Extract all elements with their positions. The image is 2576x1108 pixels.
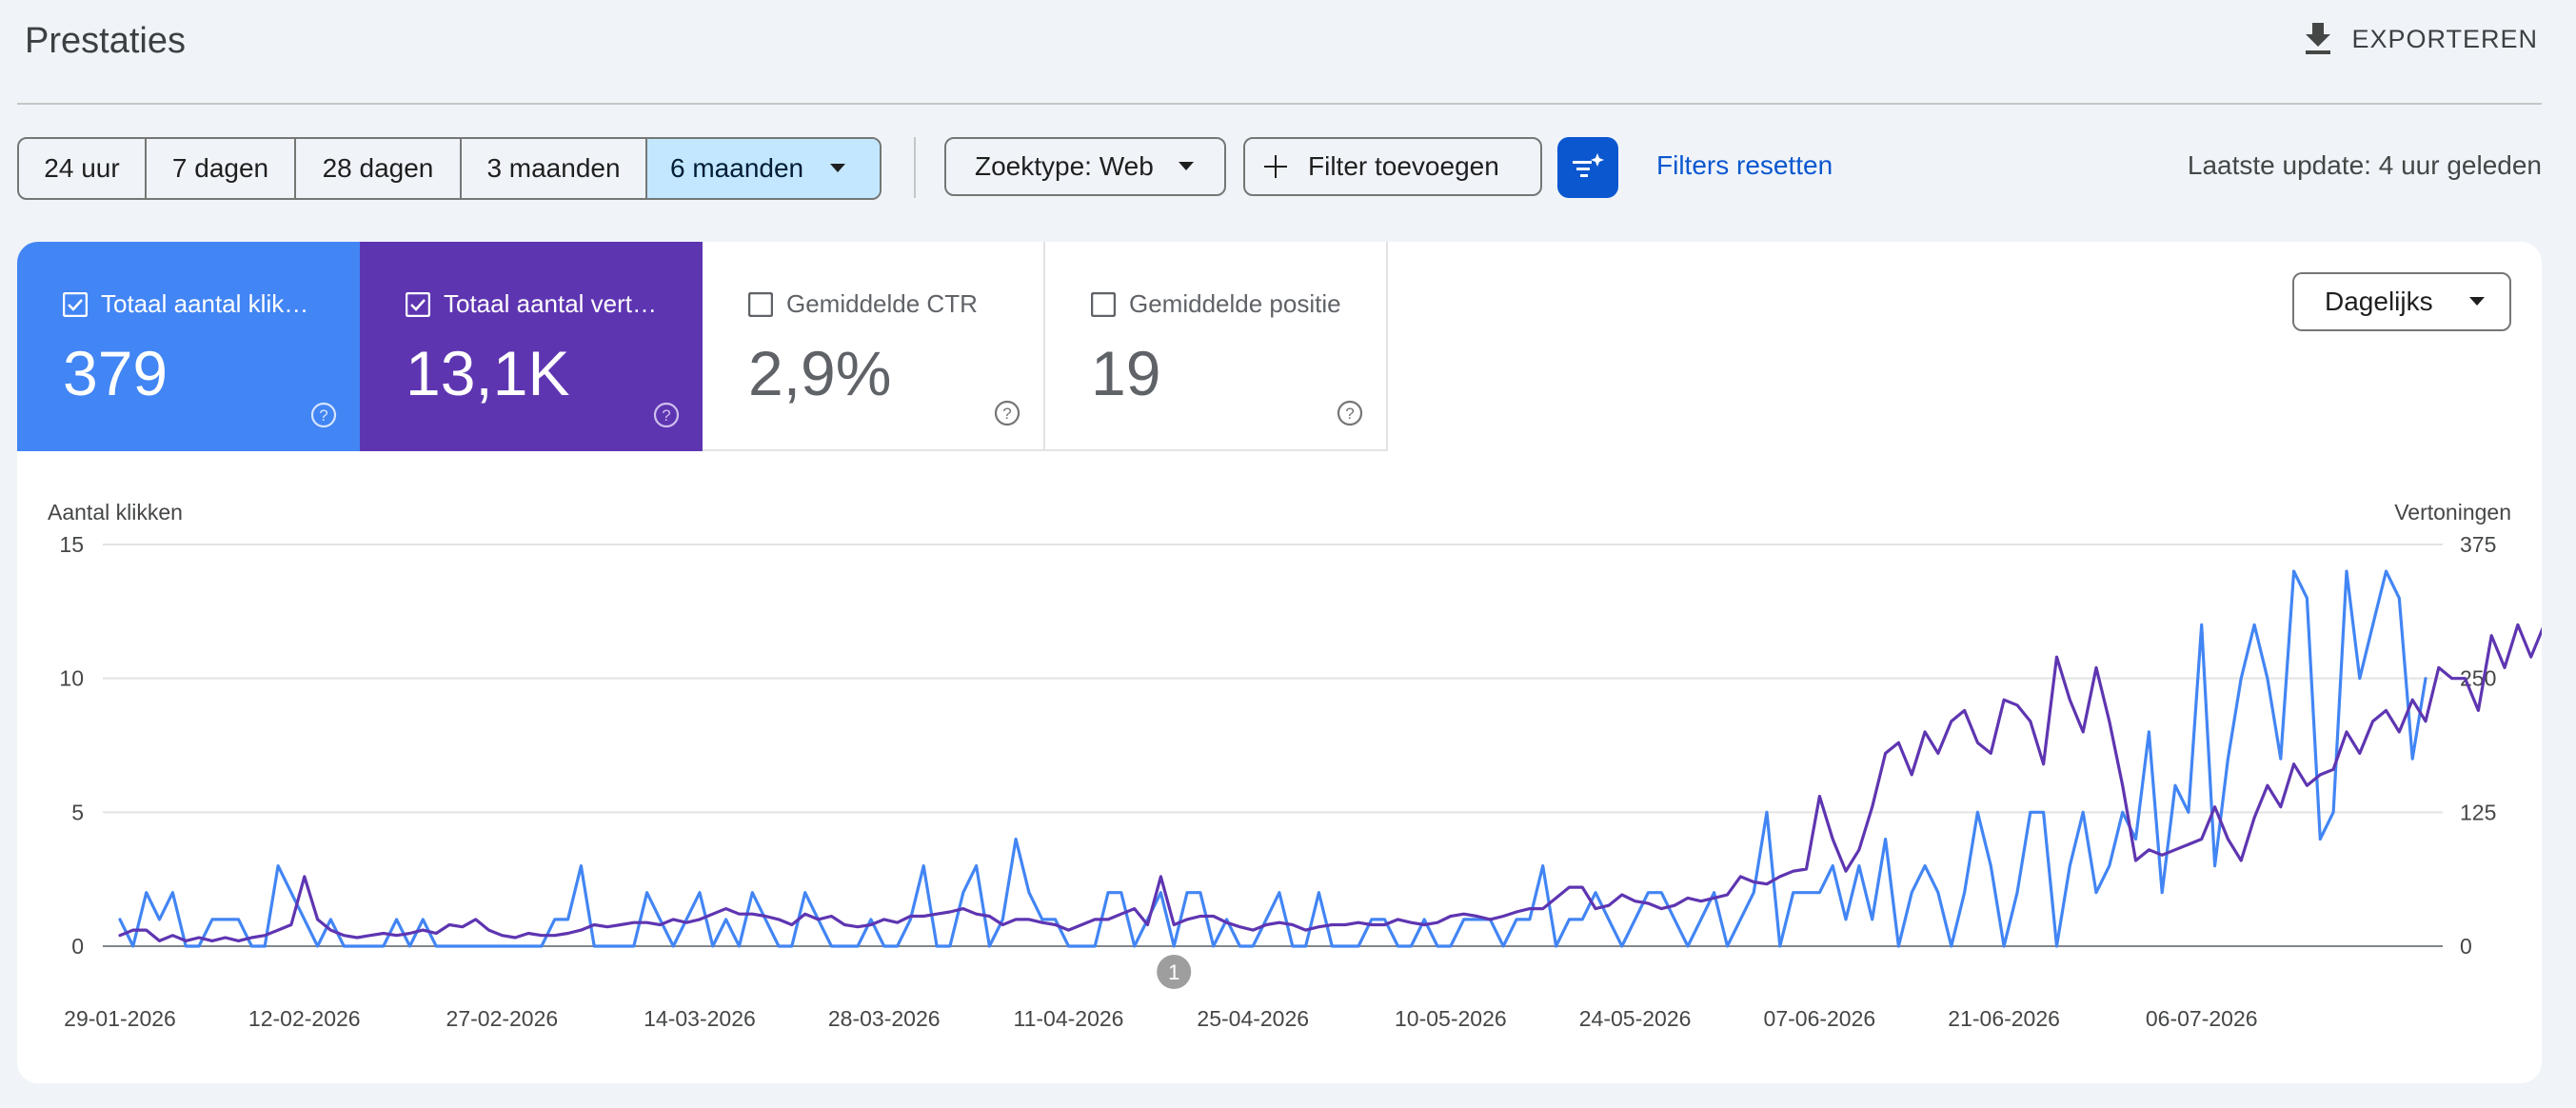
right-tick-label: 125 [2460, 800, 2496, 824]
metric-label: Gemiddelde positie [1129, 289, 1341, 318]
metric-label: Totaal aantal vert… [444, 289, 658, 318]
checkbox-unchecked-icon[interactable] [1091, 291, 1116, 317]
performance-card: Totaal aantal klik… 379 ? Totaal aantal … [17, 242, 2542, 1083]
svg-text:?: ? [319, 406, 327, 425]
checkbox-checked-icon[interactable] [63, 291, 88, 317]
export-button[interactable]: EXPORTEREN [2304, 23, 2538, 55]
checkbox-unchecked-icon[interactable] [748, 291, 773, 317]
x-tick-label: 29-01-2026 [64, 1006, 176, 1031]
header-divider [17, 103, 2542, 105]
toolbar-separator [914, 137, 916, 198]
x-tick-label: 24-05-2026 [1579, 1006, 1692, 1031]
range-28d-button[interactable]: 28 dagen [296, 139, 462, 198]
left-tick-label: 5 [71, 800, 84, 824]
caret-down-icon [2468, 297, 2485, 306]
svg-text:?: ? [662, 406, 670, 425]
metric-label: Totaal aantal klik… [101, 289, 309, 318]
metric-average-ctr[interactable]: Gemiddelde CTR 2,9% ? [703, 242, 1045, 451]
caret-down-icon [1178, 162, 1194, 170]
last-update-text: Laatste update: 4 uur geleden [2187, 150, 2542, 180]
checkbox-checked-icon[interactable] [406, 291, 430, 317]
range-6m-label: 6 maanden [670, 153, 804, 183]
help-icon[interactable]: ? [1337, 400, 1363, 426]
plus-icon [1264, 155, 1287, 178]
download-icon [2306, 23, 2331, 54]
svg-text:?: ? [1345, 405, 1354, 423]
granularity-select[interactable]: Dagelijks [2292, 272, 2511, 331]
left-tick-label: 0 [71, 934, 84, 959]
add-filter-button[interactable]: Filter toevoegen [1243, 137, 1542, 196]
metric-value: 2,9% [748, 338, 892, 408]
search-type-select[interactable]: Zoektype: Web [944, 137, 1226, 196]
help-icon[interactable]: ? [994, 400, 1020, 426]
svg-text:?: ? [1002, 405, 1011, 423]
right-axis-title: Vertoningen [2394, 500, 2511, 524]
impressions-series-line [118, 623, 2542, 943]
x-tick-label: 12-02-2026 [248, 1006, 361, 1031]
date-range-selector: 24 uur 7 dagen 28 dagen 3 maanden 6 maan… [17, 137, 882, 200]
metric-average-position[interactable]: Gemiddelde positie 19 ? [1045, 242, 1388, 451]
caret-down-icon [830, 164, 846, 172]
metric-value: 13,1K [406, 338, 570, 408]
filter-spark-button[interactable] [1557, 137, 1618, 198]
metric-total-clicks[interactable]: Totaal aantal klik… 379 ? [17, 242, 360, 451]
x-tick-label: 21-06-2026 [1948, 1006, 2060, 1031]
left-tick-label: 10 [59, 666, 84, 691]
page-header: Prestaties EXPORTEREN [0, 0, 2576, 103]
x-tick-label: 10-05-2026 [1395, 1006, 1507, 1031]
annotation-label: 1 [1168, 960, 1179, 984]
help-icon[interactable]: ? [653, 402, 680, 428]
x-tick-label: 06-07-2026 [2146, 1006, 2258, 1031]
metric-label: Gemiddelde CTR [786, 289, 978, 318]
filter-sparkle-icon [1573, 153, 1604, 177]
x-tick-label: 11-04-2026 [1014, 1006, 1124, 1031]
page-title: Prestaties [25, 21, 186, 61]
x-tick-label: 14-03-2026 [644, 1006, 756, 1031]
range-3m-button[interactable]: 3 maanden [462, 139, 647, 198]
help-icon[interactable]: ? [310, 402, 337, 428]
x-tick-label: 28-03-2026 [828, 1006, 941, 1031]
export-label: EXPORTEREN [2351, 24, 2538, 53]
x-tick-label: 27-02-2026 [446, 1006, 559, 1031]
metric-total-impressions[interactable]: Totaal aantal vert… 13,1K ? [360, 242, 703, 451]
add-filter-label: Filter toevoegen [1308, 151, 1499, 181]
granularity-label: Dagelijks [2325, 287, 2433, 316]
range-7d-button[interactable]: 7 dagen [147, 139, 296, 198]
left-tick-label: 15 [59, 532, 84, 557]
metric-value: 19 [1091, 338, 1161, 408]
annotation-marker [1157, 955, 1192, 989]
left-axis-title: Aantal klikken [48, 500, 183, 524]
x-tick-label: 07-06-2026 [1764, 1006, 1876, 1031]
search-type-label: Zoektype: Web [975, 151, 1154, 181]
clicks-series-line [118, 569, 2427, 948]
right-tick-label: 0 [2460, 934, 2472, 959]
metric-value: 379 [63, 338, 168, 408]
toolbar: 24 uur 7 dagen 28 dagen 3 maanden 6 maan… [17, 137, 2542, 200]
x-tick-label: 25-04-2026 [1197, 1006, 1309, 1031]
reset-filters-link[interactable]: Filters resetten [1656, 150, 1833, 180]
range-6m-button[interactable]: 6 maanden [647, 139, 880, 198]
right-tick-label: 375 [2460, 532, 2496, 557]
range-24h-button[interactable]: 24 uur [19, 139, 147, 198]
